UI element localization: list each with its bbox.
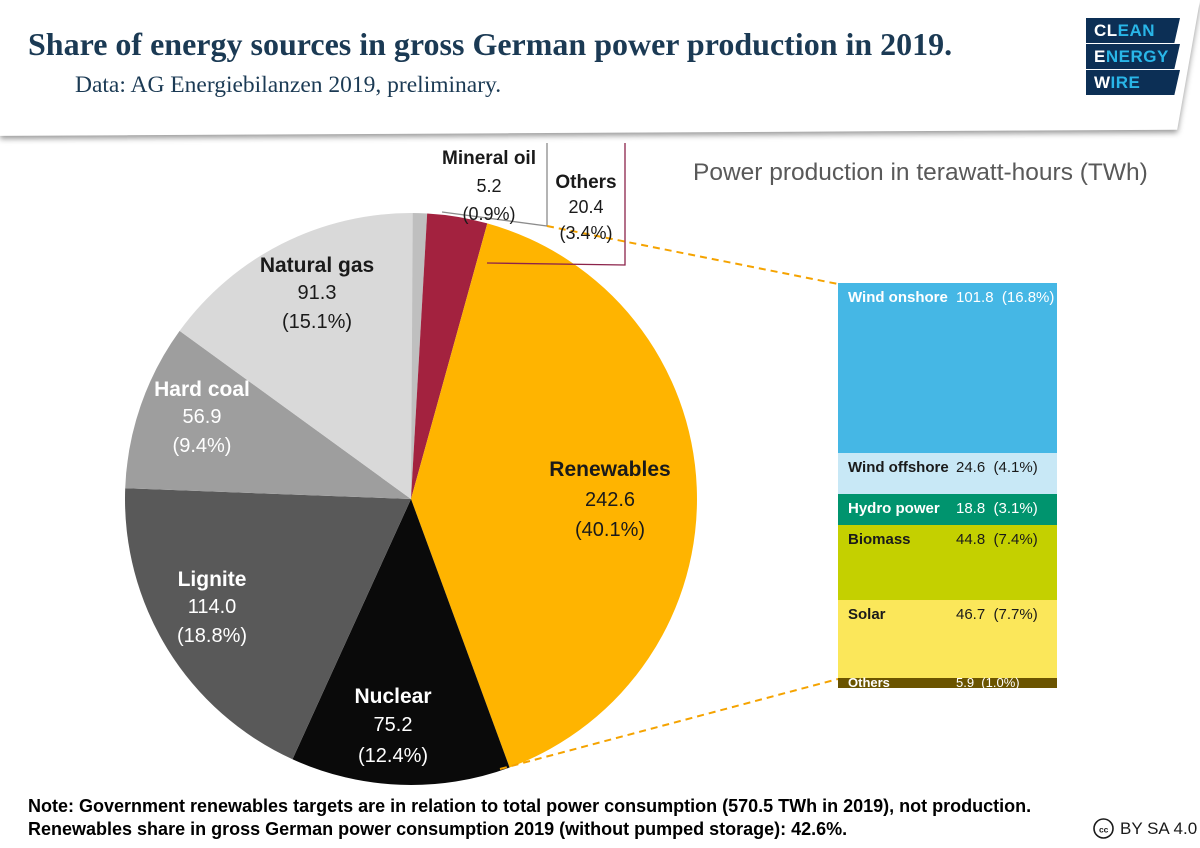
svg-text:Mineral oil: Mineral oil xyxy=(442,148,536,169)
svg-text:(0.9%): (0.9%) xyxy=(462,204,515,224)
svg-text:Lignite: Lignite xyxy=(178,568,247,591)
svg-text:20.4: 20.4 xyxy=(568,197,603,217)
svg-text:cc: cc xyxy=(1099,825,1109,835)
svg-text:114.0: 114.0 xyxy=(188,596,237,618)
svg-text:(18.8%): (18.8%) xyxy=(177,625,247,647)
svg-text:Power production in terawatt-h: Power production in terawatt-hours (TWh) xyxy=(693,159,1148,186)
svg-text:91.3: 91.3 xyxy=(298,282,337,304)
svg-text:242.6: 242.6 xyxy=(585,489,635,511)
svg-text:(3.4%): (3.4%) xyxy=(559,223,612,243)
svg-text:Natural gas: Natural gas xyxy=(260,254,374,277)
svg-text:(15.1%): (15.1%) xyxy=(282,311,352,333)
svg-text:56.9: 56.9 xyxy=(183,406,222,428)
svg-text:Renewables: Renewables xyxy=(549,458,670,481)
svg-text:75.2: 75.2 xyxy=(374,714,413,736)
svg-text:(40.1%): (40.1%) xyxy=(575,519,645,541)
svg-text:Hard coal: Hard coal xyxy=(154,378,250,401)
svg-text:Others: Others xyxy=(555,172,616,193)
svg-text:Nuclear: Nuclear xyxy=(354,685,431,708)
svg-text:(9.4%): (9.4%) xyxy=(173,435,232,457)
svg-text:(12.4%): (12.4%) xyxy=(358,745,428,767)
svg-text:5.2: 5.2 xyxy=(476,176,501,196)
